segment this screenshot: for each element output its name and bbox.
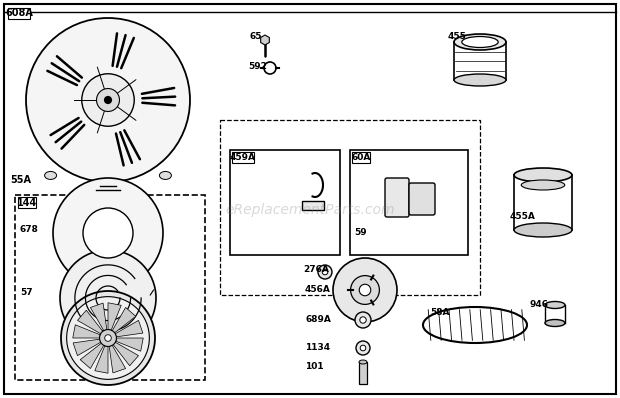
Polygon shape [113,342,138,366]
Text: eReplacementParts.com: eReplacementParts.com [225,203,395,217]
Text: 59: 59 [354,228,366,237]
Polygon shape [108,303,121,330]
Bar [220,120,480,295]
Circle shape [83,208,133,258]
Bar [359,362,367,384]
Circle shape [66,297,149,379]
Bar [350,150,468,255]
Text: 55A: 55A [10,175,31,185]
Circle shape [350,275,379,304]
Ellipse shape [514,223,572,237]
Ellipse shape [545,320,565,326]
Ellipse shape [462,37,498,47]
Text: 455A: 455A [510,212,536,221]
Circle shape [97,88,120,111]
Circle shape [360,345,366,351]
Polygon shape [116,338,143,351]
Bar [302,201,324,210]
Text: 689A: 689A [305,315,331,324]
Text: 456A: 456A [305,285,331,294]
Polygon shape [73,339,100,356]
Ellipse shape [521,180,565,190]
Polygon shape [80,343,104,369]
Text: 65: 65 [250,32,262,41]
Text: 144: 144 [17,197,37,207]
Circle shape [104,96,112,104]
Text: 1134: 1134 [305,343,330,352]
Polygon shape [95,346,108,373]
Ellipse shape [454,74,506,86]
Text: 276A: 276A [303,265,329,274]
Circle shape [105,335,112,341]
Circle shape [322,269,328,275]
Text: 592: 592 [248,62,267,71]
Ellipse shape [359,360,367,364]
Text: 946: 946 [530,300,549,309]
FancyBboxPatch shape [385,178,409,217]
Ellipse shape [45,172,56,179]
Circle shape [318,265,332,279]
Ellipse shape [545,302,565,308]
Polygon shape [78,310,103,334]
Text: 459A: 459A [230,153,256,162]
Polygon shape [115,320,143,337]
Bar [15,195,205,380]
Circle shape [356,341,370,355]
Circle shape [355,312,371,328]
Ellipse shape [159,172,171,179]
Bar [18,197,35,208]
Circle shape [26,18,190,182]
Circle shape [100,330,117,347]
Polygon shape [73,325,100,338]
Ellipse shape [454,34,506,50]
Circle shape [53,178,163,288]
Circle shape [333,258,397,322]
Bar [8,8,30,19]
Text: 60A: 60A [351,153,370,162]
Circle shape [82,74,135,126]
Polygon shape [109,345,126,373]
Text: 608A: 608A [5,8,33,18]
Circle shape [61,291,155,385]
Text: 57: 57 [20,288,33,297]
FancyBboxPatch shape [409,183,435,215]
Circle shape [360,317,366,323]
Bar [352,152,370,163]
Polygon shape [112,308,136,333]
Circle shape [60,250,156,346]
Text: 455: 455 [448,32,467,41]
Bar [230,150,340,255]
Polygon shape [91,303,107,331]
Text: 101: 101 [305,362,324,371]
Bar [232,152,254,163]
Text: 678: 678 [20,225,39,234]
Circle shape [359,284,371,296]
Text: 58A: 58A [430,308,450,317]
Ellipse shape [514,168,572,182]
